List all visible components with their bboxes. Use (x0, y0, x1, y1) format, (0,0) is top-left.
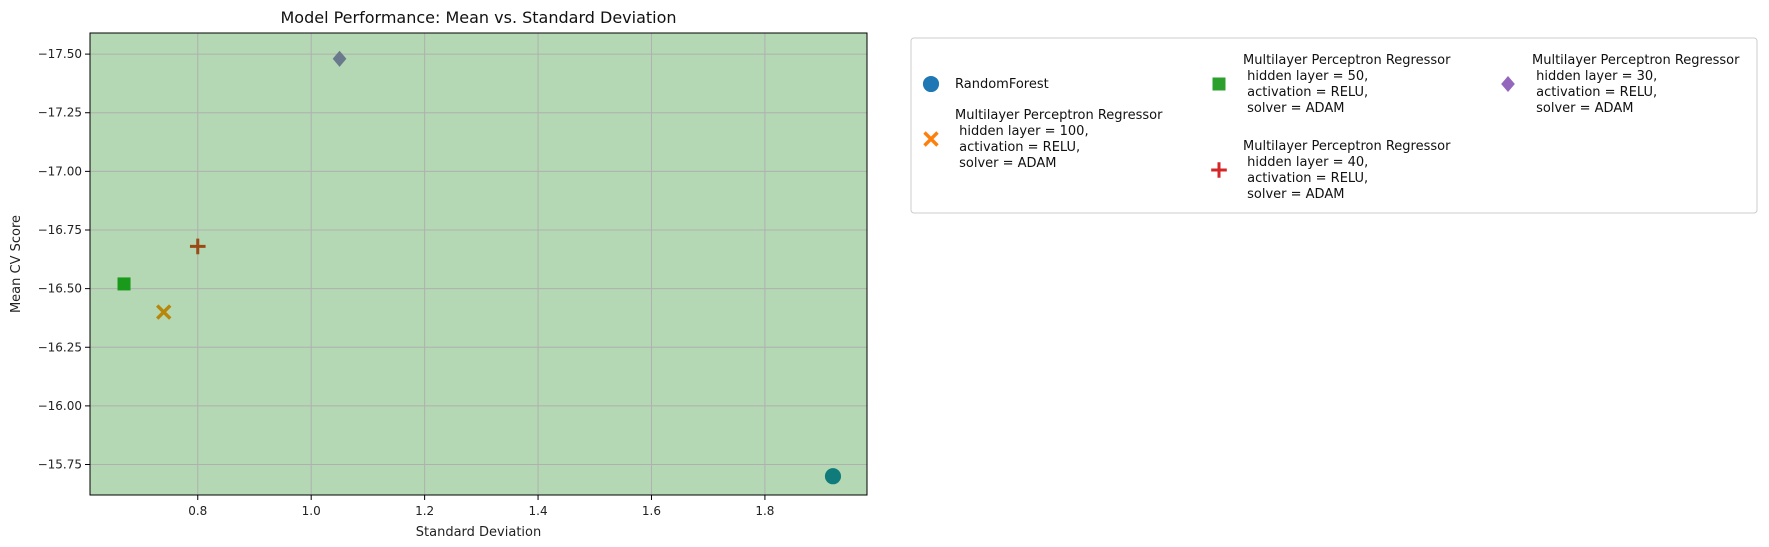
x-tick-label: 1.4 (529, 504, 548, 518)
data-point-series-1-0 (156, 304, 172, 320)
legend-label-series-3: Multilayer Perceptron Regressor hidden l… (1243, 139, 1451, 202)
legend-box (910, 37, 1758, 214)
legend-marker-series-3 (1211, 162, 1227, 178)
data-point-series-3-0 (189, 238, 206, 255)
x-tick-label: 1.8 (755, 504, 774, 518)
axes-frame (89, 32, 868, 496)
y-tick-label: −15.75 (38, 458, 82, 472)
x-tick-label: 1.0 (302, 504, 321, 518)
data-point-series-4-0 (332, 50, 347, 67)
legend-marker-series-2 (1212, 77, 1226, 91)
legend-marker-series-1 (923, 131, 939, 147)
legend-label-series-1: Multilayer Perceptron Regressor hidden l… (955, 108, 1163, 171)
legend-label-series-4: Multilayer Perceptron Regressor hidden l… (1532, 53, 1740, 116)
x-axis-label: Standard Deviation (416, 525, 541, 540)
plot-area (90, 33, 867, 495)
y-tick-label: −17.50 (38, 47, 82, 61)
x-tick-label: 0.8 (188, 504, 207, 518)
y-tick-label: −17.00 (38, 164, 82, 178)
y-axis-label: Mean CV Score (9, 215, 24, 313)
data-point-series-0-0 (824, 468, 842, 485)
y-tick-label: −16.75 (38, 223, 82, 237)
chart-title: Model Performance: Mean vs. Standard Dev… (280, 8, 676, 27)
x-tick-label: 1.2 (415, 504, 434, 518)
legend-marker-series-4 (1501, 75, 1515, 93)
y-tick-label: −16.00 (38, 399, 82, 413)
x-tick-label: 1.6 (642, 504, 661, 518)
data-point-series-2-0 (117, 277, 131, 291)
y-tick-label: −17.25 (38, 106, 82, 120)
legend-label-series-2: Multilayer Perceptron Regressor hidden l… (1243, 53, 1451, 116)
y-tick-label: −16.25 (38, 340, 82, 354)
legend-label-series-0: RandomForest (955, 77, 1049, 92)
y-tick-label: −16.50 (38, 282, 82, 296)
legend-marker-series-0 (922, 75, 940, 93)
